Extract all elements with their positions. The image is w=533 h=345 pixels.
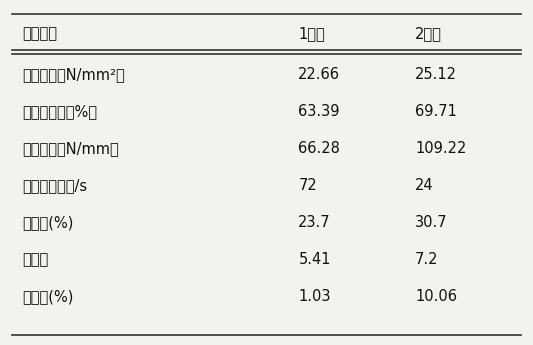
Text: 63.39: 63.39 bbox=[298, 105, 340, 119]
Text: 撕裂强度（N/mm）: 撕裂强度（N/mm） bbox=[22, 141, 119, 156]
Text: 23.7: 23.7 bbox=[298, 215, 331, 230]
Text: 10.06: 10.06 bbox=[415, 289, 457, 304]
Text: 1.03: 1.03 bbox=[298, 289, 331, 304]
Text: 109.22: 109.22 bbox=[415, 141, 466, 156]
Text: 7.2: 7.2 bbox=[415, 252, 439, 267]
Text: 30.7: 30.7 bbox=[415, 215, 448, 230]
Text: 检测项目: 检测项目 bbox=[22, 27, 58, 41]
Text: 有焰燃烧时间/s: 有焰燃烧时间/s bbox=[22, 178, 88, 193]
Text: 断裂伸长率（%）: 断裂伸长率（%） bbox=[22, 105, 98, 119]
Text: 66.28: 66.28 bbox=[298, 141, 340, 156]
Text: 25.12: 25.12 bbox=[415, 68, 457, 82]
Text: 22.66: 22.66 bbox=[298, 68, 340, 82]
Text: 氧指数(%): 氧指数(%) bbox=[22, 215, 74, 230]
Text: 1号样: 1号样 bbox=[298, 27, 325, 41]
Text: 69.71: 69.71 bbox=[415, 105, 457, 119]
Text: 柔软度: 柔软度 bbox=[22, 252, 49, 267]
Text: 72: 72 bbox=[298, 178, 317, 193]
Text: 增厚率(%): 增厚率(%) bbox=[22, 289, 74, 304]
Text: 2号样: 2号样 bbox=[415, 27, 442, 41]
Text: 抗张强度（N/mm²）: 抗张强度（N/mm²） bbox=[22, 68, 125, 82]
Text: 24: 24 bbox=[415, 178, 433, 193]
Text: 5.41: 5.41 bbox=[298, 252, 331, 267]
